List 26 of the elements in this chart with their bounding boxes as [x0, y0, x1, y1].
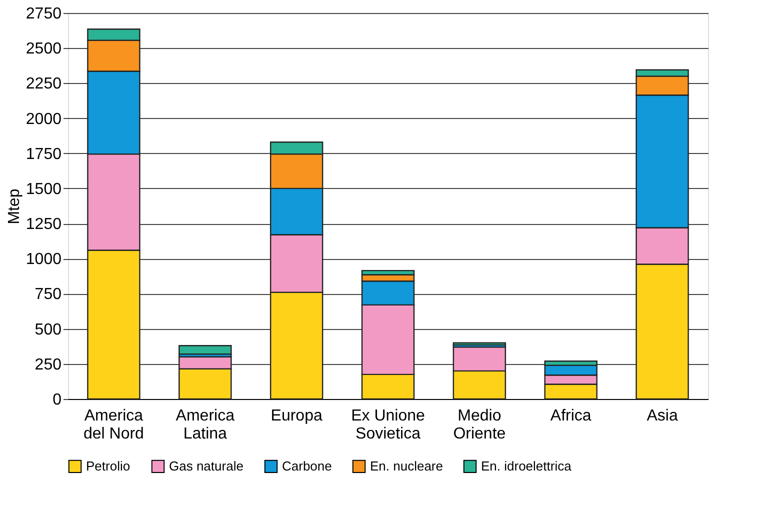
- x-tick-label: Africa: [550, 408, 592, 424]
- y-tick-label: 750: [34, 286, 62, 304]
- x-tick-label: Ex Unione Sovietica: [351, 408, 426, 442]
- y-tick-label: 1500: [26, 180, 62, 198]
- legend-label: Carbone: [282, 458, 332, 474]
- x-tick-label: America del Nord: [83, 408, 144, 442]
- y-tick-label: 250: [34, 356, 62, 374]
- y-tick-label: 0: [52, 392, 62, 408]
- y-tick-label: 500: [34, 321, 62, 338]
- y-tick-label: 2750: [26, 6, 62, 22]
- y-tick-label: 2250: [26, 76, 62, 93]
- legend-label: En. idroelettrica: [481, 458, 572, 474]
- bar: [178, 345, 232, 355]
- y-tick-label: 1000: [26, 251, 62, 268]
- legend-label: Petrolio: [86, 458, 130, 474]
- x-tick-label: America Latina: [176, 408, 235, 442]
- y-tick-label: 1250: [26, 216, 62, 234]
- x-tick-label: Asia: [646, 408, 678, 424]
- y-tick-label: 2500: [26, 40, 62, 58]
- y-axis-title: Mtep: [6, 188, 23, 224]
- y-tick-label: 2000: [26, 110, 62, 128]
- y-tick-label: 1750: [26, 146, 62, 163]
- x-tick-label: Europa: [270, 408, 322, 424]
- x-tick-label: Medio Oriente: [453, 408, 506, 442]
- legend-label: En. nucleare: [370, 458, 443, 474]
- legend-label: Gas naturale: [169, 458, 244, 474]
